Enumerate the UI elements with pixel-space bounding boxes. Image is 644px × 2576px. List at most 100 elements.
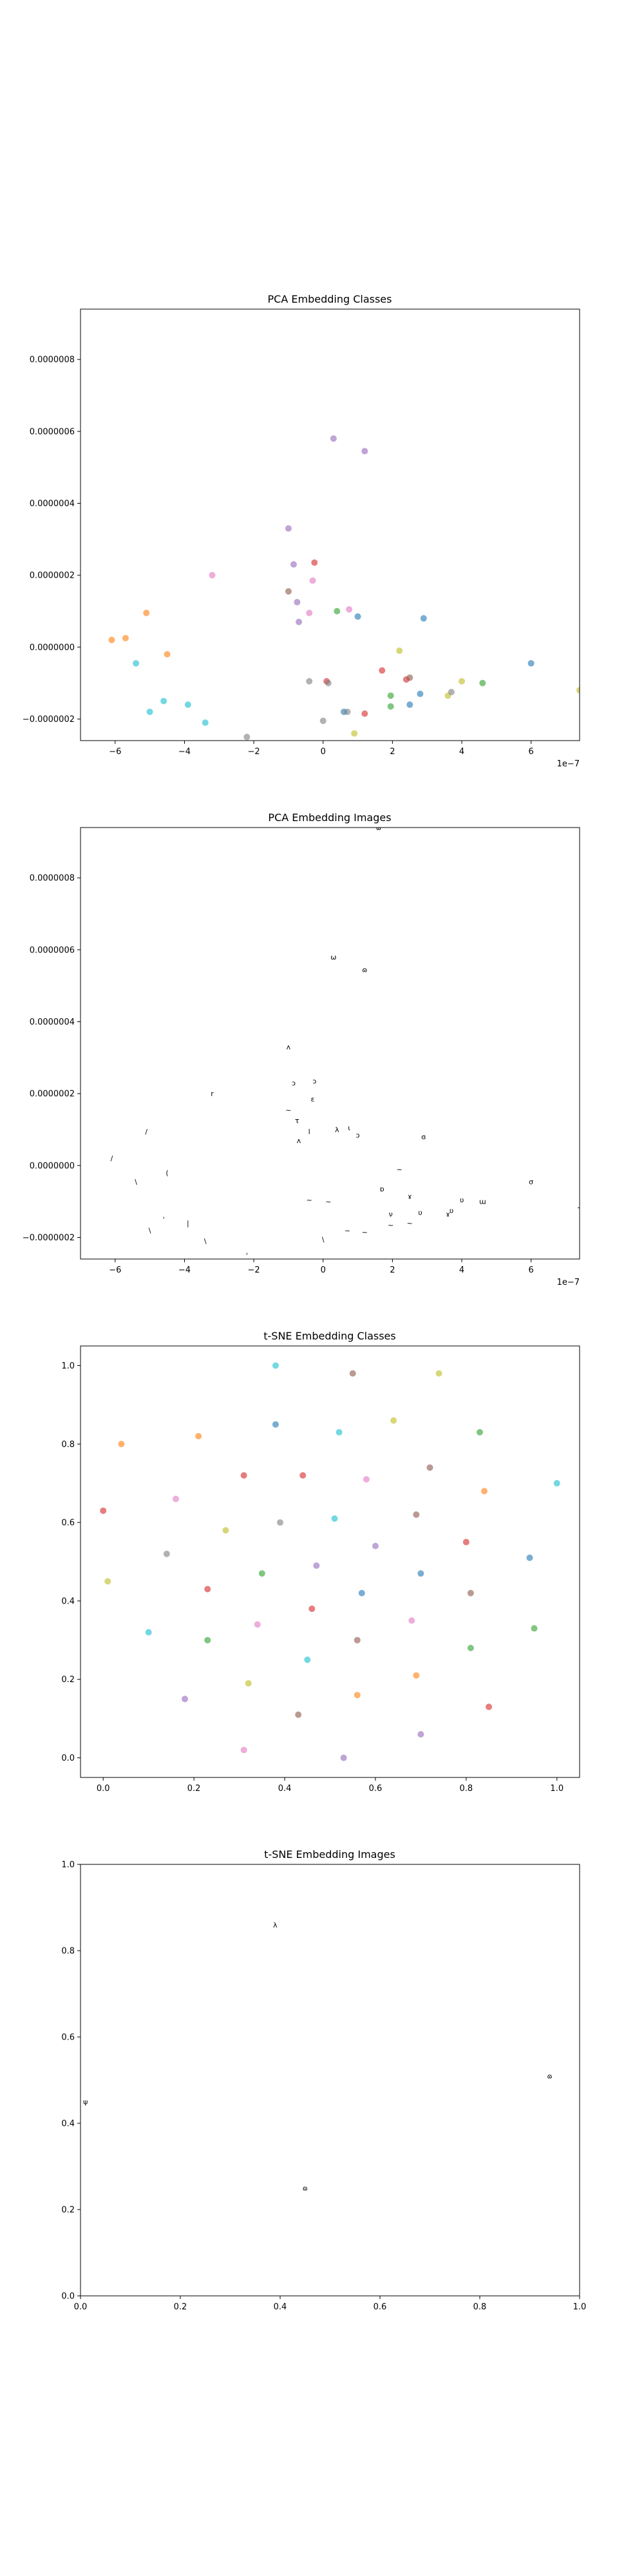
scatter-point [309,577,316,584]
x-tick-label: 2 [390,1265,395,1275]
x-ticks: 0.0 0.2 0.4 0.6 0.8 1.0 [74,2296,586,2312]
x-tick-label: 0.2 [174,2302,187,2312]
image-marker: ɔ [292,1079,296,1087]
scatter-point [308,1605,316,1613]
x-tick-label: 0.6 [369,1784,383,1794]
y-tick-label: 0.2 [61,2206,75,2215]
y-tick-label: 0.0000006 [30,945,75,955]
scatter-point [295,1711,302,1718]
plot-frame [80,827,580,1260]
scatter-point [182,1696,189,1703]
scatter-point [146,708,153,715]
scatter-point [467,1589,474,1596]
scatter-point [163,1550,170,1557]
tsne-images-panel: t-SNE Embedding Images λ ψ ɷ ɷ 0.0 0.2 0.4 0.6… [61,1848,586,2312]
image-marker: ~ [362,1228,368,1236]
scatter-point [481,1488,488,1495]
image-marker: \ [204,1237,207,1245]
scatter-point [331,1515,338,1522]
x-tick-label: 6 [529,1265,534,1275]
scatter-point [531,1625,538,1632]
y-tick-label: 0.0000000 [30,643,75,652]
scatter-point [209,572,216,579]
marks-layer: λ ψ ɷ ɷ [83,1921,552,2193]
image-marker: ɷ [547,2072,552,2080]
scatter-point [254,1621,261,1628]
scatter-point [304,1656,311,1663]
y-tick-label: 0.4 [61,1596,75,1606]
image-marker: \ [149,1226,151,1235]
scatter-point [354,1636,361,1643]
y-tick-label: 1.0 [61,1361,75,1371]
image-marker: τ [578,1205,582,1213]
panel-title: t-SNE Embedding Images [264,1848,395,1861]
scatter-point [340,1754,347,1761]
x-tick-label: −2 [248,747,260,757]
scatter-point [184,701,191,708]
image-marker: λ [335,1126,339,1134]
x-tick-label: 0.8 [460,1784,473,1794]
image-marker: σ [529,1178,533,1186]
x-tick-label: 2 [390,747,395,757]
image-marker: ~ [407,1219,413,1227]
image-marker: ' [246,1251,248,1260]
y-tick-label: 0.0000004 [30,499,75,509]
scatter-point [313,1562,320,1569]
y-tick-label: 1.0 [61,1861,75,1870]
scatter-point [306,677,313,685]
scatter-point [526,1554,533,1561]
scatter-point [417,1731,424,1738]
scatter-point [459,677,466,685]
scatter-point [462,1539,469,1546]
image-marker: ɯ [479,1198,486,1206]
scatter-point [290,561,297,568]
y-tick-label: 0.0000002 [30,571,75,581]
y-ticks: 0.0 0.2 0.4 0.6 0.8 1.0 [61,1361,80,1763]
image-marker: ( [166,1169,168,1177]
scatter-point [351,730,358,737]
scatter-point [296,618,303,625]
y-tick-label: −0.0000002 [23,1233,75,1243]
axis-offset-label: 1e−7 [557,1278,580,1287]
x-tick-label: 1.0 [550,1784,564,1794]
y-tick-label: 0.0000002 [30,1090,75,1099]
y-ticks: −0.0000002 0.0000000 0.0000002 0.0000004 0.0… [23,874,80,1243]
x-tick-label: 4 [459,747,464,757]
image-marker: ɤ [408,1192,412,1200]
x-tick-label: 0 [321,747,326,757]
x-tick-label: 0.4 [274,2302,287,2312]
scatter-point [361,448,368,455]
scatter-point [104,1578,111,1585]
y-tick-label: 0.0 [61,2292,75,2302]
scatter-point [330,435,337,442]
scatter-point [145,1629,152,1636]
scatter-point [477,1429,483,1435]
scatter-point [486,1703,493,1710]
y-tick-label: −0.0000002 [23,715,75,724]
scatter-point [160,697,167,705]
scatter-point [379,667,386,674]
scatter-point [346,606,353,613]
plot-frame [80,308,580,741]
y-tick-label: 0.0000008 [30,355,75,365]
scatter-point [344,708,351,715]
scatter-point [245,1680,252,1687]
scatter-point [118,1441,125,1448]
scatter-point [240,1472,247,1479]
scatter-point [164,651,171,658]
y-tick-label: 0.0000008 [30,874,75,884]
image-marker: / [111,1155,113,1163]
tsne-classes-panel: t-SNE Embedding Classes 0.0 0.2 0.4 0.6 0.8 1… [61,1330,580,1794]
scatter-point [299,1472,307,1479]
image-marker: / [145,1128,147,1136]
scatter-point [435,1370,442,1377]
scatter-point [336,1429,343,1435]
x-ticks: −6 −4 −2 0 2 4 6 [109,741,534,757]
scatter-point [108,636,115,643]
y-tick-label: 0.8 [61,1947,75,1956]
image-marker: ν [389,1210,393,1218]
image-marker: ɷ [303,2184,308,2193]
plot-frame [80,1864,580,2297]
